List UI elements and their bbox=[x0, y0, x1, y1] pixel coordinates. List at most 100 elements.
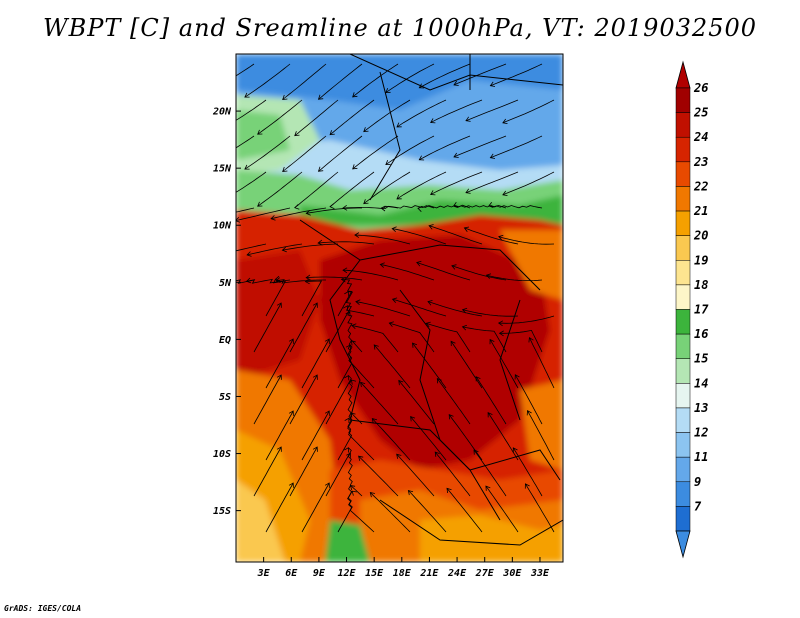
colorbar-swatch bbox=[675, 333, 691, 359]
colorbar-swatch bbox=[675, 136, 691, 163]
streamline-arrow bbox=[446, 487, 452, 494]
colorbar-label: 20 bbox=[693, 229, 708, 243]
streamline-arrow bbox=[502, 190, 508, 196]
streamline bbox=[396, 99, 447, 128]
streamline bbox=[289, 374, 318, 425]
streamline-arrow bbox=[461, 307, 468, 314]
colorbar-swatch bbox=[675, 407, 691, 433]
colorbar-swatch bbox=[675, 309, 691, 335]
streamline bbox=[271, 207, 327, 220]
streamline bbox=[282, 243, 339, 251]
latitude-axis: 20N 15N 10N 5N EQ 5S 10S 15S bbox=[212, 107, 241, 517]
streamline bbox=[352, 63, 399, 98]
colorbar-swatch bbox=[675, 481, 691, 507]
streamline-arrow bbox=[282, 166, 288, 172]
streamline bbox=[392, 298, 447, 317]
streamline bbox=[430, 99, 483, 123]
streamline bbox=[347, 418, 375, 461]
streamline bbox=[347, 344, 375, 389]
streamline-arrow bbox=[350, 340, 356, 346]
streamline-arrow bbox=[344, 447, 349, 453]
streamline bbox=[325, 447, 352, 497]
colorbar-label: 21 bbox=[693, 204, 708, 218]
lat-tick-label: 20N bbox=[212, 107, 232, 118]
streamline bbox=[282, 135, 327, 172]
streamline bbox=[446, 488, 483, 533]
streamline bbox=[265, 482, 294, 533]
streamline-arrow bbox=[448, 413, 454, 420]
streamline bbox=[289, 446, 318, 497]
streamline bbox=[451, 265, 507, 281]
streamline bbox=[502, 99, 555, 124]
streamline-arrow bbox=[473, 449, 479, 455]
lat-tick-label: 15S bbox=[213, 506, 231, 517]
streamline-arrow bbox=[276, 302, 282, 308]
streamline bbox=[329, 171, 375, 208]
streamline bbox=[253, 302, 282, 353]
streamline bbox=[389, 322, 435, 353]
colorbar-swatch bbox=[675, 432, 691, 458]
streamline-arrow bbox=[488, 201, 494, 208]
streamline-arrow bbox=[502, 118, 508, 124]
streamline-arrow bbox=[363, 127, 369, 133]
streamline bbox=[485, 485, 519, 533]
streamline bbox=[381, 205, 435, 210]
streamline-arrow bbox=[345, 310, 351, 317]
streamline bbox=[329, 99, 375, 136]
streamline bbox=[306, 276, 363, 281]
streamline-arrow bbox=[465, 188, 471, 194]
streamline bbox=[465, 99, 519, 122]
streamline-arrow bbox=[351, 490, 357, 496]
streamline-arrow bbox=[294, 131, 300, 137]
streamline-arrow bbox=[317, 166, 324, 172]
colorbar-label: 22 bbox=[693, 179, 708, 193]
streamline bbox=[419, 135, 471, 161]
streamline-arrow bbox=[363, 199, 369, 205]
colorbar-label: 25 bbox=[693, 106, 708, 120]
colorbar-label: 19 bbox=[694, 253, 708, 267]
streamline-arrow bbox=[485, 273, 492, 279]
wbpt-field bbox=[236, 54, 563, 562]
streamline-arrow bbox=[373, 344, 379, 350]
streamline-arrow bbox=[276, 374, 282, 380]
colorbar-label: 24 bbox=[693, 130, 708, 144]
colorbar-label: 23 bbox=[693, 155, 708, 169]
streamline bbox=[265, 338, 294, 389]
streamline-arrow bbox=[436, 377, 442, 384]
streamline bbox=[236, 63, 255, 77]
streamline bbox=[247, 243, 303, 256]
streamline-arrow bbox=[281, 246, 287, 253]
streamline-arrow bbox=[317, 239, 323, 246]
streamline bbox=[318, 241, 375, 245]
streamline-arrow bbox=[294, 204, 300, 210]
colorbar-label: 15 bbox=[694, 352, 708, 366]
streamline-arrow bbox=[489, 153, 496, 159]
streamline-arrow bbox=[211, 253, 215, 258]
streamline bbox=[257, 99, 303, 135]
streamline-arrow bbox=[305, 210, 311, 216]
colorbar-swatch bbox=[675, 358, 691, 384]
country-borders bbox=[299, 54, 563, 546]
streamline bbox=[325, 305, 352, 353]
colorbar-swatch bbox=[675, 506, 691, 532]
streamline-arrow bbox=[418, 155, 425, 161]
streamline bbox=[294, 99, 339, 137]
streamline bbox=[370, 492, 411, 533]
streamline bbox=[372, 418, 411, 461]
streamline-arrow bbox=[396, 453, 402, 459]
colorbar-swatch bbox=[675, 456, 691, 483]
streamline-arrow bbox=[485, 485, 491, 491]
streamline-arrow bbox=[430, 118, 436, 124]
streamline-arrow bbox=[498, 330, 504, 337]
streamline-arrow bbox=[219, 126, 224, 130]
streamline bbox=[392, 228, 447, 245]
streamline bbox=[265, 410, 294, 461]
streamline bbox=[301, 482, 330, 533]
streamline-arrow bbox=[391, 297, 398, 303]
streamline-arrow bbox=[489, 81, 496, 87]
streamline-arrow bbox=[385, 160, 391, 166]
streamline-arrow bbox=[236, 217, 241, 223]
streamline-arrow bbox=[312, 446, 318, 452]
streamline-arrow bbox=[257, 129, 263, 135]
streamline bbox=[253, 446, 282, 497]
